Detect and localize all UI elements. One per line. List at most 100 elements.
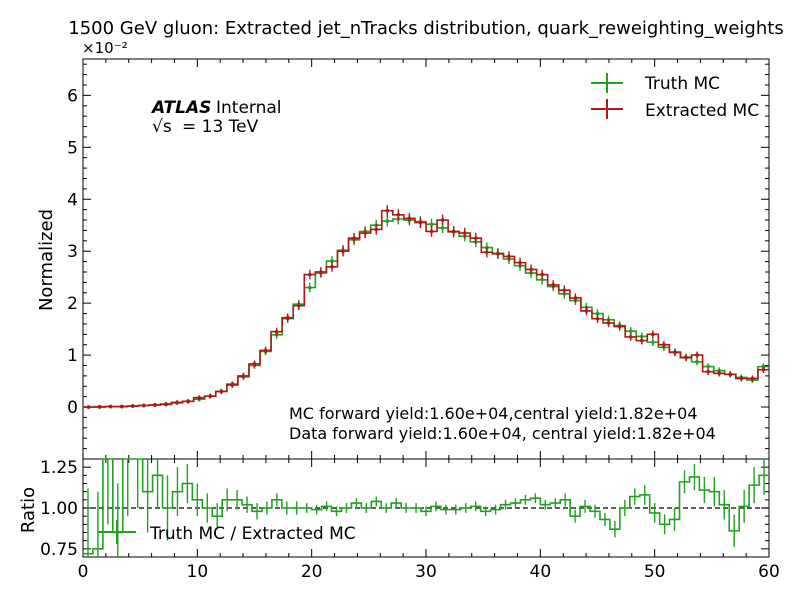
extracted-mc-point (518, 260, 522, 265)
extracted-mc-point (363, 231, 367, 235)
truth-mc-point (385, 219, 390, 223)
extracted-mc-point (319, 270, 323, 274)
energy-label: = 13 TeV (182, 117, 259, 137)
extracted-mc-point (739, 376, 744, 381)
extracted-mc-point (662, 342, 666, 347)
extracted-mc-point (252, 362, 257, 366)
ratio-histogram (83, 458, 769, 557)
x-tick-label: 30 (415, 562, 437, 582)
extracted-mc-histogram (83, 205, 769, 409)
extracted-mc-point (595, 316, 600, 321)
truth-mc-point (651, 340, 655, 344)
ratio-y-tick-label: 1.00 (40, 499, 78, 519)
y-tick-label: 6 (67, 86, 78, 106)
extracted-mc-point (263, 348, 268, 353)
extracted-mc-point (86, 405, 91, 409)
extracted-mc-point (573, 296, 578, 300)
extracted-mc-point (496, 252, 500, 256)
extracted-mc-point (706, 369, 710, 374)
atlas-sublabel: Internal (216, 98, 282, 118)
atlas-label: ATLAS (150, 98, 211, 118)
extracted-mc-point (628, 335, 633, 339)
extracted-mc-point (451, 229, 456, 234)
y-multiplier-label: ×10⁻² (82, 39, 128, 57)
ratio-y-axis-label: Ratio (18, 487, 39, 533)
extracted-mc-point (308, 272, 312, 277)
extracted-mc-point (551, 283, 556, 287)
truth-mc-point (440, 226, 445, 230)
y-tick-label: 0 (67, 398, 78, 418)
extracted-mc-point (540, 272, 544, 277)
truth-mc-point (330, 259, 334, 263)
x-tick-label: 60 (758, 562, 780, 582)
truth-mc-point (540, 277, 544, 282)
extracted-mc-point (473, 236, 478, 241)
truth-mc-point (308, 285, 312, 290)
truth-mc-point (639, 334, 644, 339)
chart-title: 1500 GeV gluon: Extracted jet_nTracks di… (68, 18, 783, 39)
extracted-mc-point (617, 324, 622, 329)
legend-extracted-label: Extracted MC (645, 101, 759, 121)
extracted-mc-point (130, 404, 135, 408)
extracted-mc-point (728, 372, 733, 377)
extracted-mc-point (750, 376, 755, 381)
extracted-mc-line (83, 209, 769, 408)
extracted-mc-point (285, 315, 290, 320)
extracted-mc-point (407, 216, 412, 221)
ratio-y-tick-label: 1.25 (40, 458, 78, 478)
extracted-mc-point (584, 309, 589, 313)
extracted-mc-point (175, 400, 179, 405)
legend: Truth MC Extracted MC (591, 73, 759, 121)
truth-mc-line (83, 218, 769, 408)
extracted-mc-point (142, 403, 146, 408)
extracted-mc-point (274, 329, 279, 334)
mc-yield-annotation: MC forward yield:1.60e+04,central yield:… (289, 404, 698, 423)
extracted-mc-point (717, 371, 722, 376)
extracted-mc-point (673, 350, 677, 355)
ratio-y-tick-labels: 0.75 1.00 1.25 (40, 458, 78, 560)
extracted-mc-point (230, 382, 235, 386)
x-tick-label: 50 (644, 562, 666, 582)
data-yield-annotation: Data forward yield:1.60e+04, central yie… (289, 424, 716, 443)
energy-label-sqrt: √s (152, 117, 172, 137)
truth-mc-point (628, 329, 633, 334)
y-tick-label: 5 (67, 138, 78, 158)
extracted-mc-point (529, 267, 533, 272)
extracted-mc-point (429, 229, 434, 234)
truth-mc-point (595, 311, 600, 316)
y-tick-label: 1 (67, 346, 78, 366)
truth-mc-point (429, 222, 434, 226)
extracted-mc-point (374, 227, 379, 232)
extracted-mc-point (296, 303, 301, 308)
extracted-mc-point (761, 367, 766, 372)
extracted-mc-point (684, 355, 688, 360)
main-axis-ticks (82, 59, 770, 460)
extracted-mc-point (208, 394, 213, 398)
y-tick-label: 2 (67, 294, 78, 314)
ratio-legend: Truth MC / Extracted MC (98, 520, 356, 544)
extracted-mc-point (462, 231, 467, 235)
extracted-mc-point (385, 208, 390, 213)
truth-mc-point (695, 360, 699, 364)
y-tick-label: 4 (67, 190, 78, 210)
extracted-mc-point (330, 264, 334, 269)
extracted-mc-point (440, 218, 445, 222)
extracted-mc-point (341, 249, 345, 254)
extracted-mc-point (97, 405, 102, 409)
extracted-mc-point (197, 395, 201, 400)
x-tick-label: 40 (530, 562, 552, 582)
x-tick-label: 20 (301, 562, 323, 582)
extracted-mc-point (186, 399, 190, 404)
y-axis-label: Normalized (36, 209, 57, 311)
extracted-mc-point (108, 404, 113, 409)
x-tick-labels: 0 10 20 30 40 50 60 (78, 562, 780, 582)
extracted-mc-point (507, 254, 511, 259)
ratio-y-tick-label: 0.75 (40, 540, 78, 560)
x-tick-label: 0 (78, 562, 89, 582)
truth-mc-point (706, 364, 710, 369)
extracted-mc-point (164, 402, 168, 407)
extracted-mc-point (485, 250, 489, 255)
extracted-mc-point (153, 403, 157, 407)
x-tick-label: 10 (187, 562, 209, 582)
main-y-tick-labels: 0 1 2 3 4 5 6 (67, 86, 78, 418)
